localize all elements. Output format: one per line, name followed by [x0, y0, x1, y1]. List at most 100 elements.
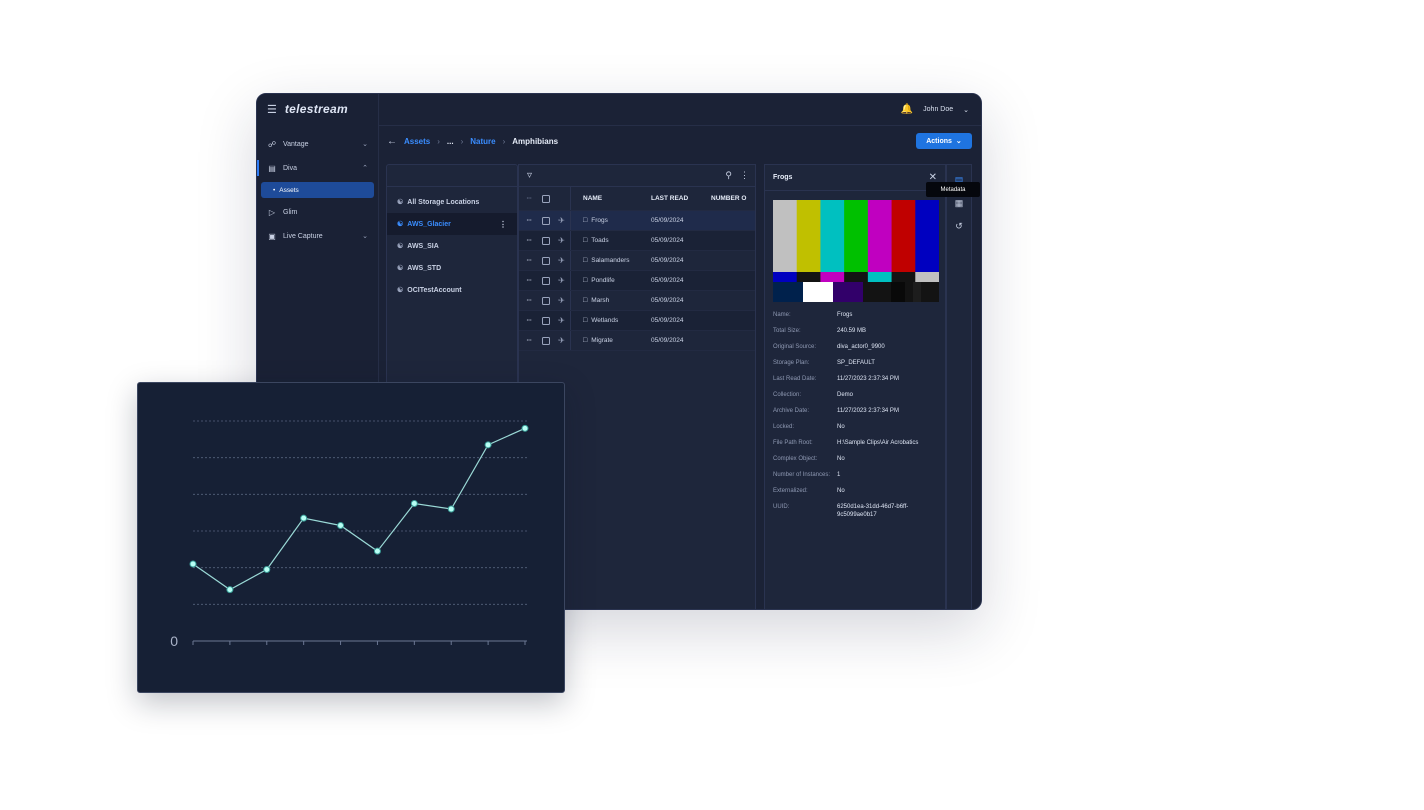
history-icon[interactable]: ↺	[955, 221, 963, 231]
table-row[interactable]: ··· ✈ □ Salamanders 05/09/2024	[519, 251, 755, 271]
data-point[interactable]	[337, 522, 345, 529]
table-row[interactable]: ··· ✈ □ Wetlands 05/09/2024	[519, 311, 755, 331]
bullet-icon: •	[273, 186, 276, 194]
storage-item-oci[interactable]: ☯ OCITestAccount	[387, 279, 517, 301]
metadata-field-key: Externalized:	[773, 488, 808, 494]
sidebar-item-label: Diva	[283, 164, 298, 172]
database-icon: ☯	[397, 265, 404, 272]
search-icon[interactable]: ⚲	[725, 170, 732, 180]
row-menu-icon[interactable]: ···	[526, 257, 533, 264]
close-icon[interactable]: ✕	[928, 172, 937, 183]
pin-icon[interactable]: ✈	[553, 271, 571, 290]
table-row[interactable]: ··· ✈ □ Frogs 05/09/2024	[519, 211, 755, 231]
metadata-field-key: File Path Root:	[773, 440, 813, 446]
row-menu-icon[interactable]: ···	[526, 277, 533, 284]
data-point[interactable]	[521, 424, 529, 432]
storage-item-all[interactable]: ☯ All Storage Locations	[387, 191, 517, 213]
row-last-read: 05/09/2024	[651, 337, 684, 344]
data-point[interactable]	[410, 500, 418, 507]
table-row[interactable]: ··· ✈ □ Marsh 05/09/2024	[519, 291, 755, 311]
video-camera-icon: ▣	[268, 231, 276, 241]
row-menu-icon[interactable]: ···	[526, 297, 533, 304]
row-checkbox[interactable]	[539, 216, 553, 225]
metadata-header: Frogs ✕	[765, 165, 945, 191]
pin-icon[interactable]: ✈	[553, 331, 571, 350]
data-point[interactable]	[189, 560, 197, 568]
pin-icon[interactable]: ✈	[553, 311, 571, 330]
color-bar-bottom	[863, 282, 892, 302]
storage-item-aws-glacier[interactable]: ☯ AWS_Glacier ⋮	[387, 213, 517, 235]
data-point[interactable]	[300, 514, 308, 522]
pin-icon[interactable]: ✈	[553, 231, 571, 250]
storage-item-aws-sia[interactable]: ☯ AWS_SIA	[387, 235, 517, 257]
user-name[interactable]: John Doe	[923, 106, 954, 113]
row-name-text: Pondlife	[591, 277, 615, 284]
table-row[interactable]: ··· ✈ □ Pondlife 05/09/2024	[519, 271, 755, 291]
back-arrow-icon[interactable]: ←	[387, 135, 397, 147]
color-bar-mid	[844, 272, 869, 282]
column-header-name[interactable]: NAME	[583, 195, 603, 202]
metadata-field: Archive Date: 11/27/2023 2:37:34 PM	[773, 407, 943, 415]
metadata-tooltip: Metadata	[926, 182, 980, 197]
row-checkbox[interactable]	[539, 336, 553, 345]
filter-icon[interactable]: ▿	[527, 170, 533, 181]
breadcrumb-assets[interactable]: Assets	[404, 136, 431, 146]
sidebar-subitem-assets[interactable]: • Assets	[261, 182, 374, 198]
data-point[interactable]	[226, 586, 234, 594]
data-point[interactable]	[447, 505, 455, 513]
pin-icon[interactable]: ✈	[553, 291, 571, 310]
metadata-tab-icon[interactable]: ▤	[954, 175, 964, 185]
xml-file-icon[interactable]: ▦	[954, 198, 964, 208]
table-row[interactable]: ··· ✈ □ Migrate 05/09/2024	[519, 331, 755, 351]
row-menu-icon[interactable]: ···	[526, 317, 533, 324]
storage-item-aws-std[interactable]: ☯ AWS_STD	[387, 257, 517, 279]
data-point[interactable]	[263, 566, 271, 573]
metadata-field: Last Read Date: 11/27/2023 2:37:34 PM	[773, 375, 943, 383]
table-header: ··· NAME LAST READ NUMBER O	[519, 187, 755, 211]
color-bar	[796, 200, 821, 272]
data-point[interactable]	[373, 547, 381, 555]
row-menu-icon[interactable]: ···	[526, 337, 533, 344]
breadcrumb-ellipsis[interactable]: ...	[446, 136, 454, 146]
data-point[interactable]	[484, 441, 492, 449]
file-icon: □	[583, 217, 588, 224]
pin-icon[interactable]: ✈	[553, 251, 571, 270]
color-bar	[915, 200, 939, 272]
row-menu-icon[interactable]: ···	[526, 237, 533, 244]
color-bar-bottom	[803, 282, 834, 302]
bell-icon[interactable]: 🔔	[900, 104, 914, 115]
sidebar-item-diva[interactable]: ▤ Diva ⌃	[257, 156, 378, 180]
actions-button[interactable]: Actions ⌄	[916, 133, 972, 149]
chevron-up-icon: ⌃	[362, 165, 368, 172]
table-row[interactable]: ··· ✈ □ Toads 05/09/2024	[519, 231, 755, 251]
chevron-down-icon[interactable]: ⌄	[963, 106, 969, 114]
column-header-number[interactable]: NUMBER O	[711, 195, 747, 202]
sidebar-item-glim[interactable]: ▷ Glim	[257, 200, 378, 224]
metadata-field-value: No	[837, 424, 845, 430]
metadata-field: Name: Frogs	[773, 311, 943, 319]
color-bar-mid	[867, 272, 893, 282]
row-checkbox[interactable]	[539, 236, 553, 245]
metadata-field-value: No	[837, 488, 845, 494]
row-checkbox[interactable]	[539, 296, 553, 305]
pin-icon[interactable]: ✈	[553, 211, 571, 230]
select-all-checkbox[interactable]	[539, 194, 553, 203]
hamburger-menu-icon[interactable]: ☰	[267, 103, 277, 116]
row-menu-icon[interactable]: ···	[526, 217, 533, 224]
storage-panel-header	[387, 165, 517, 187]
file-icon: □	[583, 257, 588, 264]
row-checkbox[interactable]	[539, 256, 553, 265]
breadcrumb-nature[interactable]: Nature	[470, 136, 496, 146]
metadata-field: Locked: No	[773, 423, 943, 431]
column-header-last-read[interactable]: LAST READ	[651, 195, 689, 202]
metadata-field-value: No	[837, 456, 845, 462]
kebab-menu-icon[interactable]: ⋮	[740, 170, 749, 180]
color-bar	[773, 200, 798, 272]
metadata-field-key: Archive Date:	[773, 408, 810, 414]
sidebar-item-vantage[interactable]: ☍ Vantage ⌄	[257, 132, 378, 156]
kebab-menu-icon[interactable]: ⋮	[499, 219, 507, 229]
row-checkbox[interactable]	[539, 276, 553, 285]
row-checkbox[interactable]	[539, 316, 553, 325]
sidebar-item-live-capture[interactable]: ▣ Live Capture ⌄	[257, 224, 378, 248]
top-bar: 🔔 John Doe ⌄	[379, 94, 981, 126]
